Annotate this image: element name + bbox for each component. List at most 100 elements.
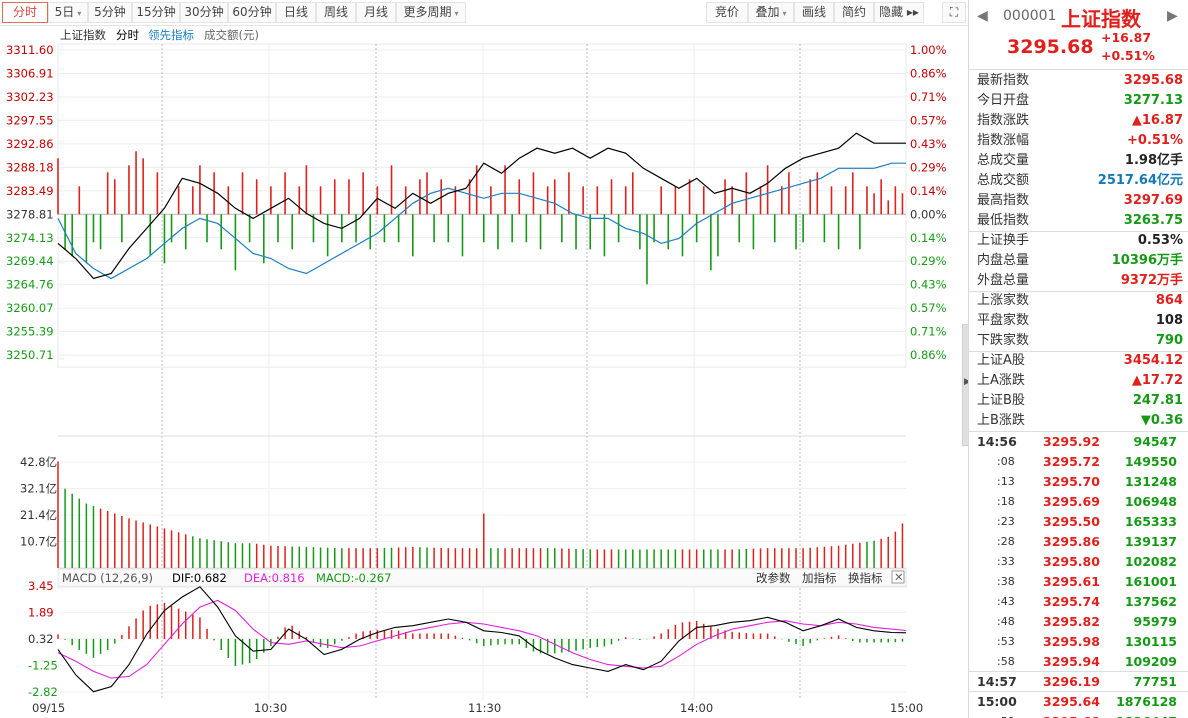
quote-value: ▲17.72 <box>1131 373 1183 388</box>
tick-row: 15:00 3295.64 1876128 <box>969 692 1188 712</box>
macd-value-label: MACD:-0.267 <box>316 571 391 585</box>
quote-row: 上证A股 3454.12 <box>977 351 1183 371</box>
price-tick-label: 3274.13 <box>6 231 54 245</box>
price-tick-label: 3260.07 <box>6 301 54 315</box>
stock-name: 上证指数 <box>1061 7 1141 31</box>
divider <box>969 231 1188 232</box>
quote-row: 上证换手 0.53% <box>977 231 1183 251</box>
tool-button-0[interactable]: 竞价 <box>706 2 748 23</box>
pct-tick-label: 0.14% <box>910 231 947 245</box>
quote-value: ▼0.36 <box>1140 413 1183 428</box>
quote-row: 最低指数 3263.75 <box>977 211 1183 231</box>
pct-tick-label: 0.86% <box>910 348 947 362</box>
intraday-chart[interactable]: 3311.60 3306.91 3302.23 3297.55 3292.86 3288.… <box>0 26 968 718</box>
tick-time: :28 <box>997 535 1015 548</box>
period-button-9[interactable]: 更多周期 ▾ <box>396 2 466 23</box>
period-button-8[interactable]: 月线 <box>356 2 396 23</box>
period-button-label: 周线 <box>323 5 348 19</box>
quote-label: 上证A股 <box>977 353 1025 368</box>
tick-row: :23 3295.50 165333 <box>969 512 1188 532</box>
switch-indicator-button[interactable]: 换指标 <box>848 571 883 585</box>
tick-volume: 139137 <box>1124 534 1177 549</box>
tool-button-4[interactable]: 隐藏 ▸▸ <box>874 2 924 23</box>
divider <box>969 691 1188 692</box>
forward-arrow-icon[interactable]: ▶ <box>1167 8 1178 24</box>
quote-row: 指数涨幅 +0.51% <box>977 131 1183 151</box>
quote-row: 上涨家数 864 <box>977 291 1183 311</box>
macd-tick-label: 0.32 <box>28 632 54 646</box>
stock-code: 000001 <box>1003 8 1057 24</box>
period-button-2[interactable]: 5分钟 <box>88 2 132 23</box>
period-button-3[interactable]: 15分钟 <box>132 2 180 23</box>
quote-label: 上证换手 <box>977 233 1030 248</box>
change-params-button[interactable]: 改参数 <box>756 571 791 585</box>
tool-button-label: 画线 <box>801 5 826 19</box>
tick-time: :38 <box>997 575 1015 588</box>
quote-value: 3263.75 <box>1123 213 1183 228</box>
quote-row: 上A涨跌 ▲17.72 <box>977 371 1183 391</box>
pct-tick-label: 0.43% <box>910 278 947 292</box>
back-arrow-icon[interactable]: ◀ <box>977 8 988 24</box>
tick-time: :23 <box>997 515 1015 528</box>
tick-volume: 1836447 <box>1116 712 1177 718</box>
period-button-1[interactable]: 5日 ▾ <box>48 2 88 23</box>
tick-price: 3295.50 <box>1043 514 1100 529</box>
chart-svg[interactable]: 3311.60 3306.91 3302.23 3297.55 3292.86 3288.… <box>0 26 968 718</box>
period-button-7[interactable]: 周线 <box>316 2 356 23</box>
price-tick-label: 3297.55 <box>6 113 54 127</box>
dea-line <box>57 599 907 679</box>
quote-row: 最高指数 3297.69 <box>977 191 1183 211</box>
tick-price: 3295.86 <box>1043 534 1100 549</box>
average-price-line <box>57 162 906 280</box>
caret-down-icon: ▾ <box>782 9 787 18</box>
period-button-4[interactable]: 30分钟 <box>180 2 228 23</box>
quote-value: 2517.64亿元 <box>1097 173 1183 188</box>
period-button-5[interactable]: 60分钟 <box>228 2 276 23</box>
tick-price: 3295.82 <box>1043 614 1100 629</box>
tick-time: :13 <box>997 475 1015 488</box>
tick-volume: 106948 <box>1124 494 1177 509</box>
price-tick-label: 3288.18 <box>6 160 54 174</box>
pct-tick-label: 0.43% <box>910 137 947 151</box>
quote-value: 108 <box>1155 313 1183 328</box>
quote-value: 3297.69 <box>1123 193 1183 208</box>
pct-tick-label: 0.29% <box>910 254 947 268</box>
collapse-arrow-icon: ▶ <box>964 377 971 387</box>
quote-label: 内盘总量 <box>977 253 1030 268</box>
tick-row: :33 3295.80 102082 <box>969 552 1188 572</box>
tick-price: 3295.70 <box>1043 474 1100 489</box>
chart-mode-label: 分时 <box>116 28 139 42</box>
chart-index-name: 上证指数 <box>60 28 106 42</box>
pct-tick-label: 0.29% <box>910 160 947 174</box>
period-button-0[interactable]: 分时 <box>2 2 48 23</box>
period-button-6[interactable]: 日线 <box>276 2 316 23</box>
period-button-label: 15分钟 <box>136 5 176 19</box>
tool-button-2[interactable]: 画线 <box>794 2 834 23</box>
pct-tick-label: 0.57% <box>910 113 947 127</box>
tool-button-3[interactable]: 简约 <box>834 2 874 23</box>
quote-row: 今日开盘 3277.13 <box>977 91 1183 111</box>
quote-row: 指数涨跌 ▲16.87 <box>977 111 1183 131</box>
pct-tick-label: 0.71% <box>910 90 947 104</box>
quote-label: 指数涨跌 <box>977 113 1030 128</box>
period-button-label: 分时 <box>12 5 37 19</box>
caret-down-icon: ▾ <box>454 9 459 18</box>
tick-volume: 95979 <box>1133 614 1178 629</box>
quote-label: 指数涨幅 <box>977 133 1030 148</box>
period-button-label: 60分钟 <box>232 5 272 19</box>
close-icon[interactable] <box>891 570 905 584</box>
tick-volume: 94547 <box>1133 434 1178 449</box>
tick-row: :53 3295.98 130115 <box>969 632 1188 652</box>
add-indicator-button[interactable]: 加指标 <box>802 571 837 585</box>
quote-header: ◀ 000001 上证指数 ▶ 3295.68 +16.87 +0.51% <box>969 0 1188 70</box>
tick-price: 3295.61 <box>1043 574 1100 589</box>
quote-value: ▲16.87 <box>1131 113 1183 128</box>
fullscreen-icon[interactable]: ⛶ <box>942 2 966 23</box>
tick-time: :58 <box>997 655 1015 668</box>
tick-time: :59 <box>997 712 1015 718</box>
x-tick-label: 15:00 <box>890 701 923 715</box>
divider <box>969 671 1188 672</box>
tool-button-1[interactable]: 叠加 ▾ <box>748 2 794 23</box>
price-change-pct: +0.51% <box>1101 48 1155 63</box>
quote-row: 内盘总量 10396万手 <box>977 251 1183 271</box>
